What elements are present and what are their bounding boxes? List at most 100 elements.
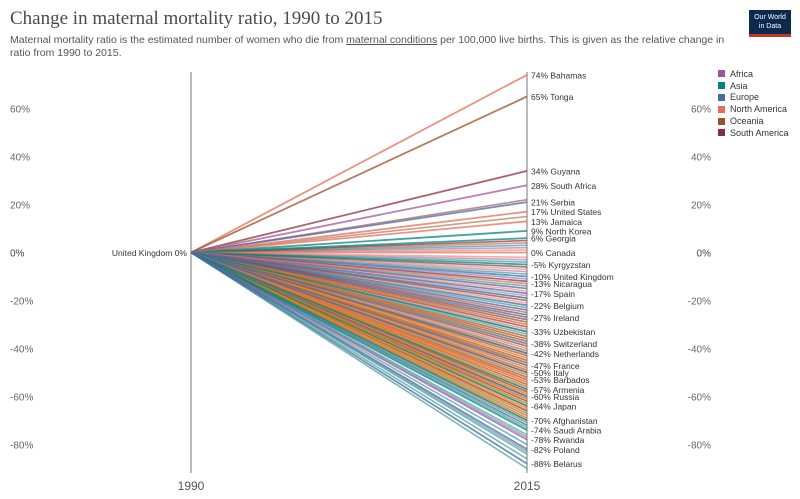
series-label: -74% Saudi Arabia (531, 426, 602, 436)
series-line-tonga (190, 95, 528, 254)
y-tick-left: 60% (10, 105, 30, 116)
legend-item-asia[interactable]: Asia (718, 80, 789, 92)
legend-item-europe[interactable]: Europe (718, 92, 789, 104)
series-label: 65% Tonga (531, 92, 574, 102)
series-label: -57% Armenia (531, 385, 585, 395)
series-label: -88% Belarus (531, 459, 582, 469)
series-line-nicaragua (190, 251, 528, 285)
start-label: United Kingdom 0% (112, 248, 188, 258)
maternal-conditions-link[interactable]: maternal conditions (346, 34, 438, 46)
legend-swatch (718, 129, 725, 137)
y-tick-right: -20% (688, 297, 711, 308)
series-line-serbia (190, 201, 528, 254)
series-label: -10% United Kingdom (531, 272, 614, 282)
legend-label: Asia (730, 80, 748, 91)
legend-item-africa[interactable]: Africa (718, 68, 789, 80)
series-label: -53% Barbados (531, 375, 590, 385)
legend-label: Oceania (730, 116, 764, 127)
series-labels: 74% Bahamas 65% Tonga 34% Guyana 28% South … (112, 70, 614, 469)
series-line-south-africa (190, 184, 528, 254)
legend-item-oceania[interactable]: Oceania (718, 115, 789, 127)
series-line-jamaica (190, 220, 528, 254)
x-axis-label: 1990 (178, 479, 205, 493)
labeled-series-lines (190, 74, 528, 465)
y-tick-right: 0% (697, 249, 712, 260)
series-line-poland (190, 251, 528, 451)
series-line-afghanistan (190, 251, 528, 422)
series-line-armenia (190, 251, 528, 391)
series-line-russia (190, 251, 528, 398)
series-line-barbados (190, 251, 528, 381)
series-label: -27% Ireland (531, 313, 579, 323)
series-line-spain (190, 251, 528, 295)
series-line-ireland (190, 251, 528, 319)
legend-label: South America (730, 127, 789, 138)
legend-swatch (718, 70, 725, 78)
owid-logo[interactable]: Our World in Data (749, 10, 791, 37)
x-axis-labels: 1990 2015 (178, 479, 541, 493)
series-label: -13% Nicaragua (531, 279, 592, 289)
series-label: 17% United States (531, 207, 601, 217)
series-line-france (190, 251, 528, 367)
series-line-rwanda (190, 251, 528, 441)
region-legend: Africa Asia Europe North America Oceania Sout… (718, 68, 789, 139)
series-line-guyana (190, 170, 528, 254)
y-tick-left: -40% (10, 345, 33, 356)
y-tick-right: 60% (691, 105, 711, 116)
logo-line-2: in Data (758, 23, 782, 30)
series-label: -82% Poland (531, 445, 580, 455)
series-line-united-kingdom (190, 251, 528, 278)
series-label: 74% Bahamas (531, 70, 586, 80)
chart-title: Change in maternal mortality ratio, 1990… (10, 8, 383, 29)
series-label: 34% Guyana (531, 166, 580, 176)
series-label: 0% Canada (531, 248, 576, 258)
y-tick-right: -60% (688, 393, 711, 404)
y-tick-left: 0% (10, 249, 25, 260)
y-tick-right: 40% (691, 153, 711, 164)
series-label: -70% Afghanistan (531, 416, 598, 426)
series-line-north-korea (190, 230, 528, 254)
series-label: 28% South Africa (531, 181, 596, 191)
chart-subtitle: Maternal mortality ratio is the estimate… (10, 34, 730, 60)
logo-line-1: Our World (754, 14, 786, 21)
legend-label: Africa (730, 68, 754, 79)
series-label: 6% Georgia (531, 234, 576, 244)
y-axis-ticks: 60% 60% 40% 40% 20% 20% 0% 0% -20% -20% -40% -40% -6… (10, 105, 711, 452)
series-label: -47% France (531, 361, 580, 371)
series-label: -22% Belgium (531, 301, 584, 311)
series-line-uzbekistan (190, 251, 528, 333)
series-line-belgium (190, 251, 528, 307)
series-line-belarus (190, 251, 528, 465)
series-label: 13% Jamaica (531, 217, 582, 227)
y-tick-left: 20% (10, 201, 30, 212)
legend-label: North America (730, 104, 788, 115)
legend-swatch (718, 105, 725, 113)
series-label: 21% Serbia (531, 198, 575, 208)
series-line-netherlands (190, 251, 528, 355)
series-line-switzerland (190, 251, 528, 345)
legend-swatch (718, 117, 725, 125)
series-label: -38% Switzerland (531, 339, 597, 349)
series-line-bahamas (190, 74, 528, 254)
y-tick-left: 40% (10, 153, 30, 164)
axis-lines (190, 72, 528, 473)
series-label: 9% North Korea (531, 226, 592, 236)
series-line-united-states (190, 210, 528, 254)
series-line-kyrgyzstan (190, 251, 528, 266)
series-label: -33% Uzbekistan (531, 327, 596, 337)
series-label: -60% Russia (531, 392, 579, 402)
y-tick-right: 0% (697, 249, 712, 260)
legend-swatch (718, 93, 725, 101)
series-label: -5% Kyrgyzstan (531, 260, 591, 270)
y-tick-left: -20% (10, 297, 33, 308)
series-line-italy (190, 251, 528, 374)
y-tick-left: 0% (10, 249, 25, 260)
subtitle-text-before: Maternal mortality ratio is the estimate… (10, 34, 347, 46)
legend-item-north-america[interactable]: North America (718, 103, 789, 115)
logo-accent-bar (749, 34, 791, 37)
series-label: -78% Rwanda (531, 435, 585, 445)
legend-item-south-america[interactable]: South America (718, 127, 789, 139)
y-tick-right: 20% (691, 201, 711, 212)
y-tick-left: -60% (10, 393, 33, 404)
